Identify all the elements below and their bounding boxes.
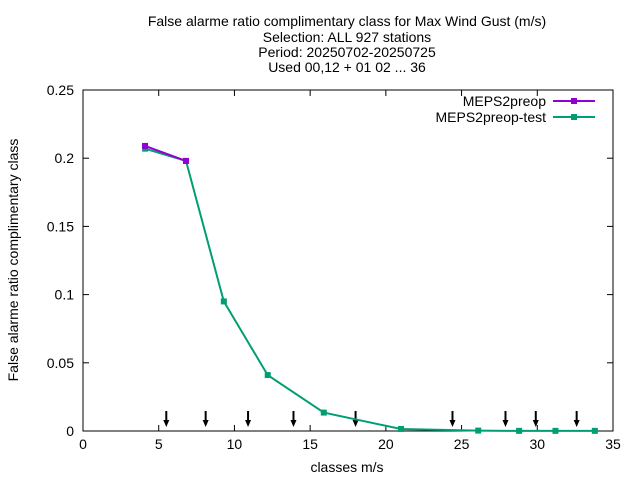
legend-label: MEPS2preop-test — [436, 109, 547, 125]
series-line — [144, 147, 595, 432]
x-tick-label: 30 — [529, 436, 545, 452]
data-point — [475, 427, 482, 434]
data-point — [264, 372, 271, 379]
series-group — [142, 142, 598, 434]
threshold-arrow — [163, 411, 170, 427]
chart-title: False alarme ratio complimentary class f… — [148, 13, 546, 75]
threshold-arrow — [202, 411, 209, 427]
y-axis-label: False alarme ratio complimentary class — [5, 139, 21, 382]
threshold-arrow-head — [202, 420, 209, 427]
legend-marker — [571, 98, 577, 104]
x-tick-label: 25 — [454, 436, 470, 452]
threshold-arrow — [245, 411, 252, 427]
data-point — [220, 298, 227, 305]
y-tick-label: 0.1 — [55, 287, 75, 303]
threshold-arrow-head — [290, 420, 297, 427]
x-tick-label: 10 — [227, 436, 243, 452]
legend-item: MEPS2preop — [463, 93, 595, 109]
data-point — [398, 425, 404, 432]
data-point — [182, 157, 189, 164]
threshold-arrow-head — [449, 420, 456, 427]
series-meps2preop — [142, 142, 189, 164]
threshold-arrows — [163, 411, 580, 427]
chart-title-line-2: Selection: ALL 927 stations — [263, 29, 431, 45]
legend-item: MEPS2preop-test — [436, 109, 595, 125]
data-point — [552, 427, 559, 434]
threshold-arrow — [532, 411, 539, 427]
threshold-arrow-head — [532, 420, 539, 427]
x-tick-label: 0 — [79, 436, 87, 452]
plot-frame — [82, 89, 614, 432]
y-tick-label: 0.15 — [47, 218, 74, 234]
threshold-arrow-head — [502, 420, 509, 427]
series-meps2preop-test — [142, 145, 598, 434]
threshold-arrow-head — [352, 420, 359, 427]
x-axis-label: classes m/s — [310, 459, 383, 475]
threshold-arrow-head — [245, 420, 252, 427]
data-point — [591, 427, 598, 434]
y-axis: 0 0.05 0.1 0.15 0.2 0.25 — [47, 82, 613, 439]
chart-title-line-3: Period: 20250702-20250725 — [258, 44, 436, 60]
data-point — [516, 427, 523, 434]
y-tick-label: 0 — [66, 423, 74, 439]
threshold-arrow — [352, 411, 359, 427]
data-point — [320, 409, 327, 416]
x-tick-label: 35 — [605, 436, 621, 452]
y-tick-label: 0.2 — [55, 150, 75, 166]
chart-title-line-4: Used 00,12 + 01 02 ... 36 — [268, 59, 426, 75]
series-line — [144, 144, 187, 162]
threshold-arrow — [573, 411, 580, 427]
x-axis: 0 5 10 15 20 25 30 35 — [79, 90, 621, 452]
x-tick-label: 15 — [302, 436, 318, 452]
chart-title-line-1: False alarme ratio complimentary class f… — [148, 13, 546, 29]
data-point — [142, 142, 149, 149]
legend-label: MEPS2preop — [463, 93, 546, 109]
legend-marker — [571, 114, 577, 120]
x-tick-label: 20 — [378, 436, 394, 452]
y-tick-label: 0.05 — [47, 355, 74, 371]
threshold-arrow-head — [163, 420, 170, 427]
threshold-arrow — [290, 411, 297, 427]
x-tick-label: 5 — [155, 436, 163, 452]
threshold-arrow-head — [573, 420, 580, 427]
threshold-arrow — [449, 411, 456, 427]
threshold-arrow — [502, 411, 509, 427]
y-tick-label: 0.25 — [47, 82, 74, 98]
